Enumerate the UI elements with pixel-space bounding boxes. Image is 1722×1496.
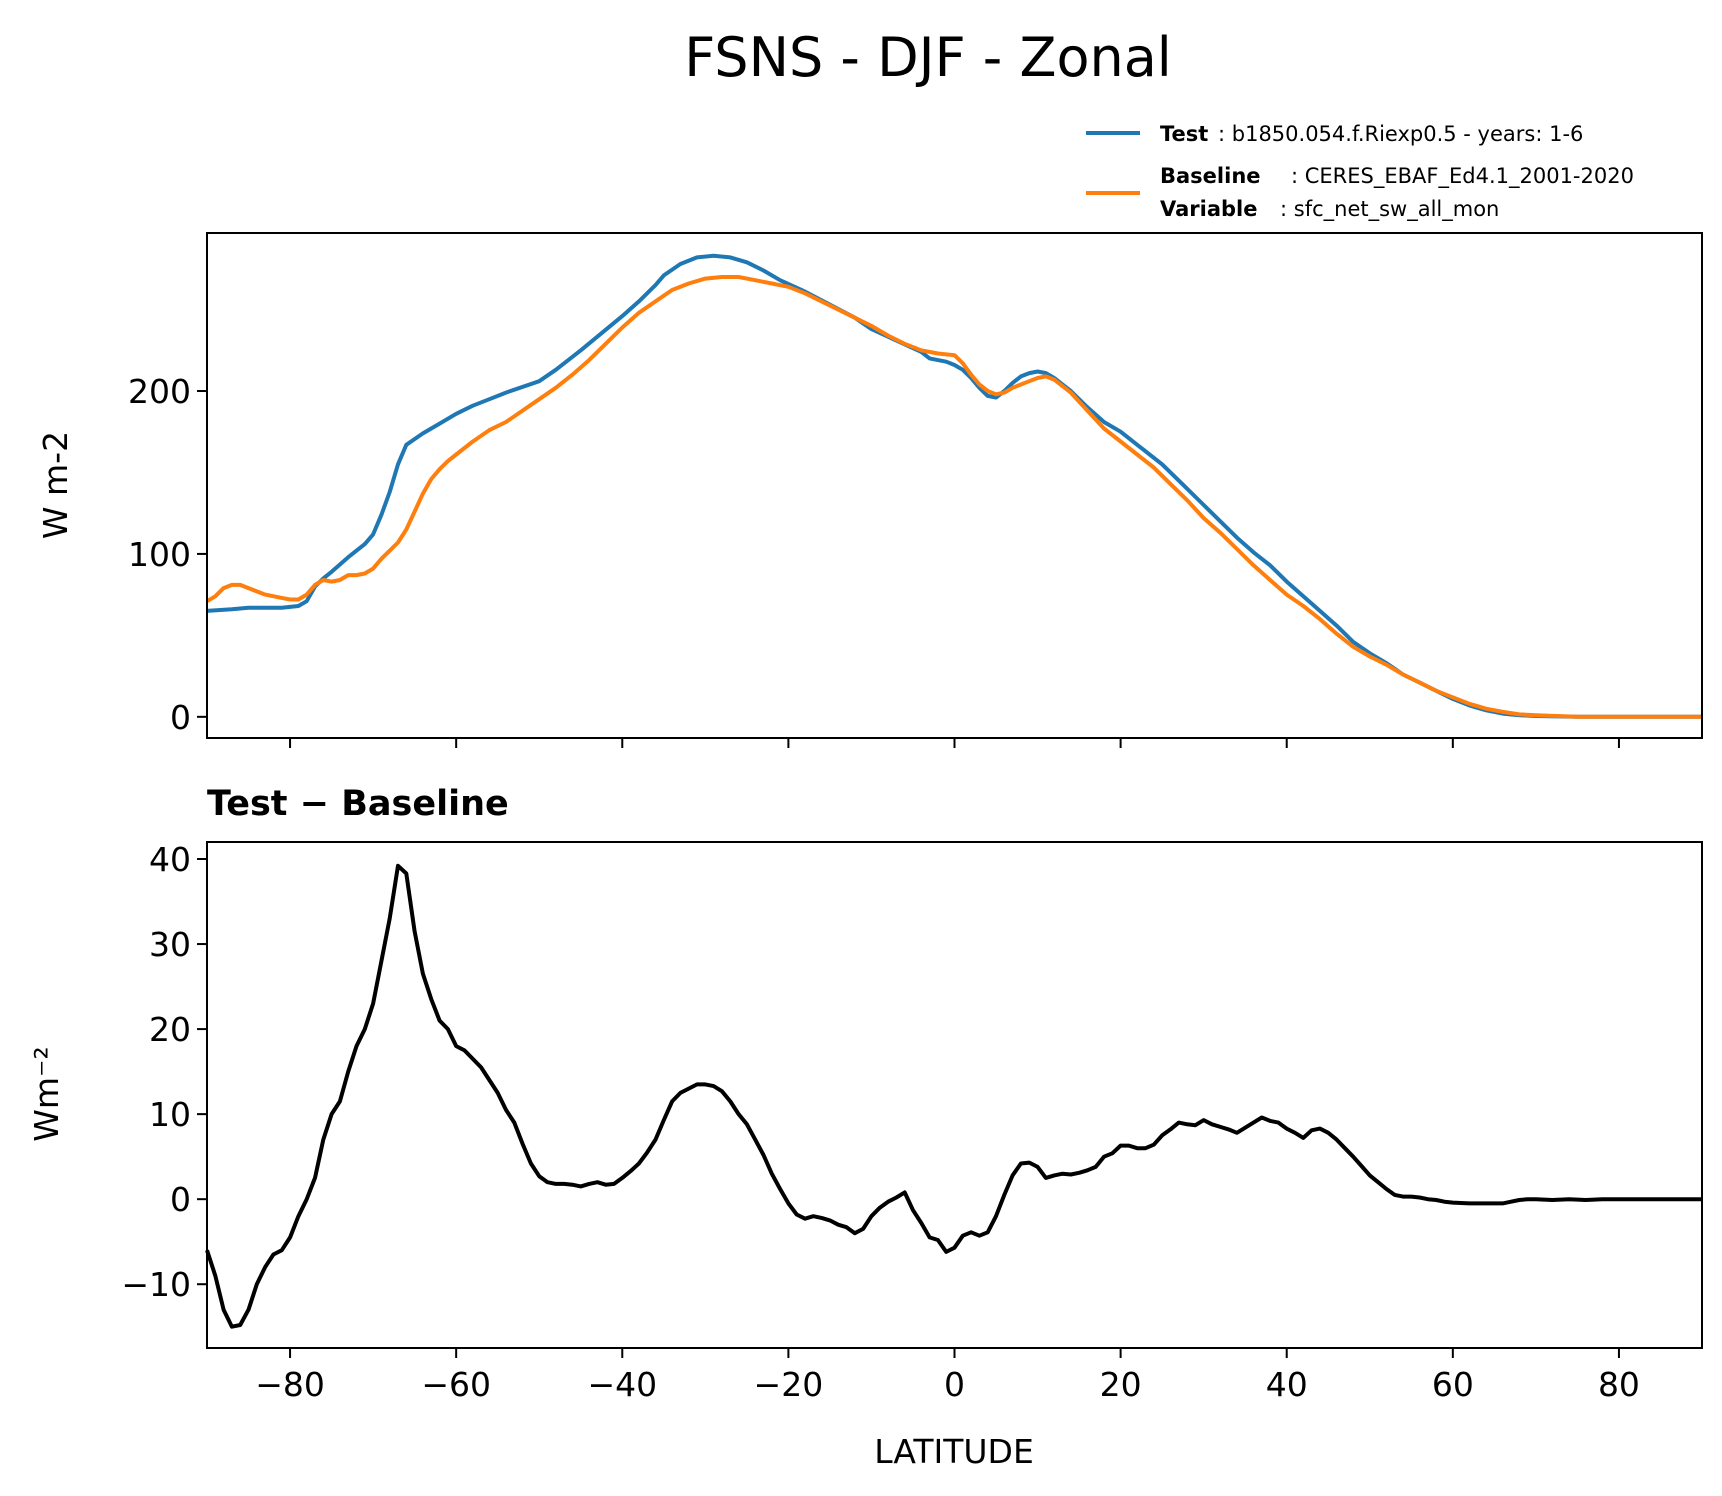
legend-baseline-key: Baseline <box>1160 164 1261 188</box>
bottom-y-tick-label: 20 <box>149 1010 191 1049</box>
bottom-y-tick-label: 0 <box>170 1180 191 1219</box>
top-y-tick-label: 200 <box>128 372 191 411</box>
bottom-x-tick-label: 0 <box>944 1365 965 1404</box>
legend-test-key: Test <box>1160 122 1208 146</box>
bottom-x-tick-label: 60 <box>1432 1365 1474 1404</box>
bottom-series-line-diff <box>205 863 1702 1329</box>
top-axes-frame <box>206 232 1703 739</box>
bottom-x-tick-label: −60 <box>421 1365 491 1404</box>
legend-variable-key: Variable <box>1160 197 1257 221</box>
legend-test-value: : b1850.054.f.Riexp0.5 - years: 1-6 <box>1218 122 1583 146</box>
bottom-y-axis-label: Wm⁻² <box>27 1046 66 1141</box>
bottom-y-tick-label: 40 <box>149 840 191 879</box>
bottom-x-tick-label: 40 <box>1266 1365 1308 1404</box>
top-y-ticks: 0 100 200 <box>128 372 207 737</box>
top-x-ticks <box>289 738 1620 748</box>
top-y-tick-label: 100 <box>128 535 191 574</box>
bottom-x-tick-label: −80 <box>255 1365 325 1404</box>
bottom-plot-area <box>205 863 1702 1329</box>
figure-title: FSNS - DJF - Zonal <box>684 26 1172 89</box>
bottom-x-axis-label: LATITUDE <box>874 1432 1034 1471</box>
bottom-y-tick-label: 10 <box>149 1095 191 1134</box>
legend-variable-value: : sfc_net_sw_all_mon <box>1280 197 1499 222</box>
bottom-panel: Test − Baseline −10 0 10 20 30 40 −80 −60 −40 −2… <box>27 784 1703 1471</box>
legend: Test : b1850.054.f.Riexp0.5 - years: 1-6… <box>1086 122 1634 222</box>
bottom-y-ticks: −10 0 10 20 30 40 <box>121 840 207 1304</box>
bottom-x-ticks: −80 −60 −40 −20 0 20 40 60 80 <box>255 1348 1640 1404</box>
bottom-panel-title: Test − Baseline <box>207 784 509 824</box>
top-panel: 0 100 200 W m-2 <box>36 232 1703 748</box>
bottom-x-tick-label: 80 <box>1598 1365 1640 1404</box>
top-plot-area <box>205 253 1702 719</box>
legend-baseline-value: : CERES_EBAF_Ed4.1_2001-2020 <box>1291 164 1634 189</box>
bottom-axes-frame <box>206 841 1703 1349</box>
top-y-axis-label: W m-2 <box>36 431 75 539</box>
bottom-y-tick-label: −10 <box>121 1265 191 1304</box>
top-series-line-test <box>206 253 1702 719</box>
bottom-y-tick-label: 30 <box>149 925 191 964</box>
top-y-tick-label: 0 <box>170 698 191 737</box>
bottom-x-tick-label: −40 <box>587 1365 657 1404</box>
bottom-x-tick-label: 20 <box>1100 1365 1142 1404</box>
bottom-x-tick-label: −20 <box>754 1365 824 1404</box>
top-series-line-baseline <box>205 275 1702 719</box>
